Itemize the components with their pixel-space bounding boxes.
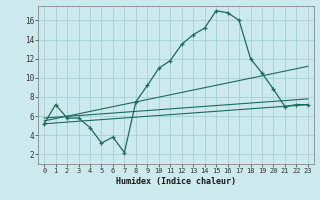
X-axis label: Humidex (Indice chaleur): Humidex (Indice chaleur): [116, 177, 236, 186]
